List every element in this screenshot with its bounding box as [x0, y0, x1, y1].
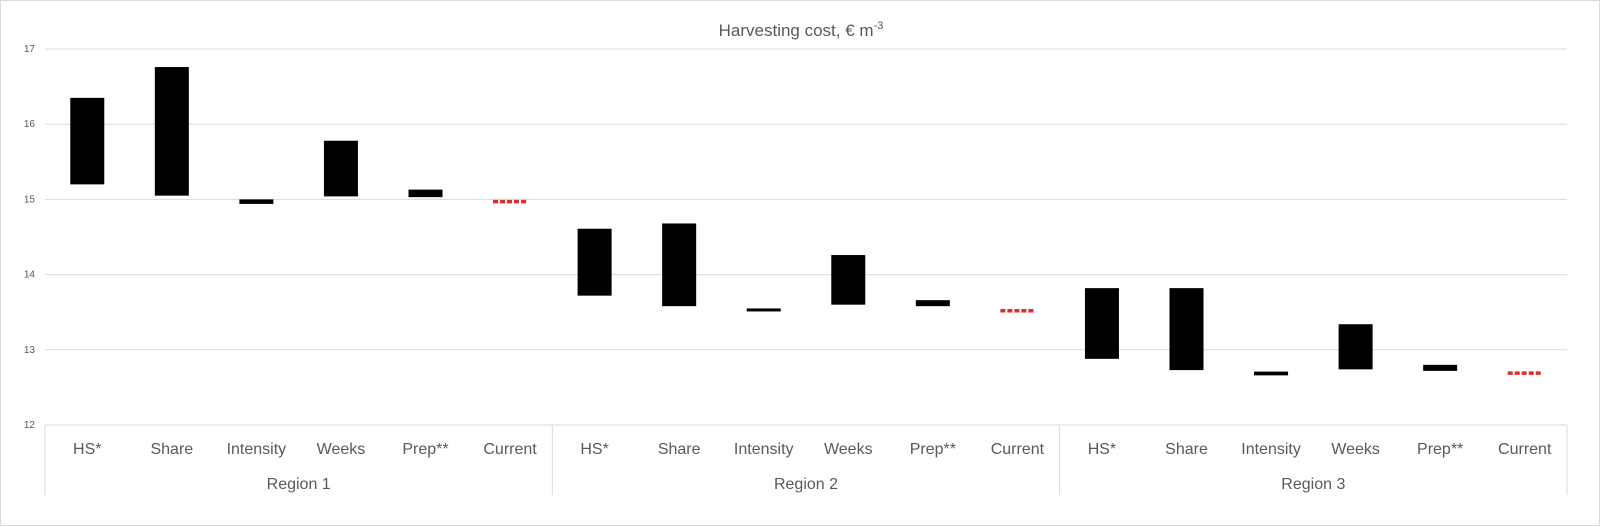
range-bar	[662, 223, 697, 307]
range-bar	[239, 199, 274, 204]
range-bar	[1254, 371, 1289, 376]
x-category-label: HS*	[73, 441, 101, 458]
range-bar	[1169, 288, 1204, 371]
chart-title-text: Harvesting cost, € m	[719, 21, 874, 40]
range-bar	[915, 300, 950, 307]
x-category-label: HS*	[1088, 441, 1116, 458]
x-group-label: Region 2	[774, 476, 838, 493]
x-category-label: Intensity	[1241, 441, 1301, 458]
y-tick-label: 13	[24, 345, 36, 356]
range-bar	[577, 228, 612, 296]
range-bar	[1084, 288, 1119, 359]
x-category-label: Prep**	[402, 441, 448, 458]
range-bar	[831, 255, 866, 305]
y-axis-ticks: 12 13 14 15 16 17	[24, 44, 36, 431]
y-tick-label: 16	[24, 119, 36, 130]
x-category-label: Intensity	[227, 441, 287, 458]
y-tick-label: 17	[24, 44, 36, 55]
range-bar	[1423, 364, 1458, 371]
x-category-label: Share	[1165, 441, 1208, 458]
x-category-label: Current	[483, 441, 537, 458]
chart-title: Harvesting cost, € m-3	[719, 20, 884, 40]
range-bar	[746, 308, 781, 312]
x-category-label: Current	[1498, 441, 1552, 458]
y-tick-label: 12	[24, 420, 36, 431]
range-bar	[1338, 324, 1373, 370]
x-category-label: Share	[150, 441, 193, 458]
y-tick-label: 14	[24, 270, 36, 281]
x-category-label: Prep**	[910, 441, 956, 458]
range-bar	[408, 189, 443, 198]
x-category-label: Current	[991, 441, 1045, 458]
range-bars	[70, 67, 1542, 376]
x-category-label: Weeks	[317, 441, 366, 458]
gridlines	[45, 48, 1567, 426]
x-group-label: Region 3	[1281, 476, 1345, 493]
x-group-label: Region 1	[267, 476, 331, 493]
x-category-label: Weeks	[1331, 441, 1380, 458]
range-bar	[323, 140, 358, 197]
x-category-label: Share	[658, 441, 701, 458]
x-category-label: Prep**	[1417, 441, 1463, 458]
range-bar	[70, 97, 105, 185]
chart-title-superscript: -3	[874, 20, 884, 32]
y-tick-label: 15	[24, 194, 36, 205]
x-category-label: Weeks	[824, 441, 873, 458]
x-category-label: HS*	[580, 441, 608, 458]
x-category-label: Intensity	[734, 441, 794, 458]
x-axis: HS* Share Intensity Weeks Prep** Current Regio…	[44, 425, 1568, 495]
range-bar	[154, 67, 189, 196]
